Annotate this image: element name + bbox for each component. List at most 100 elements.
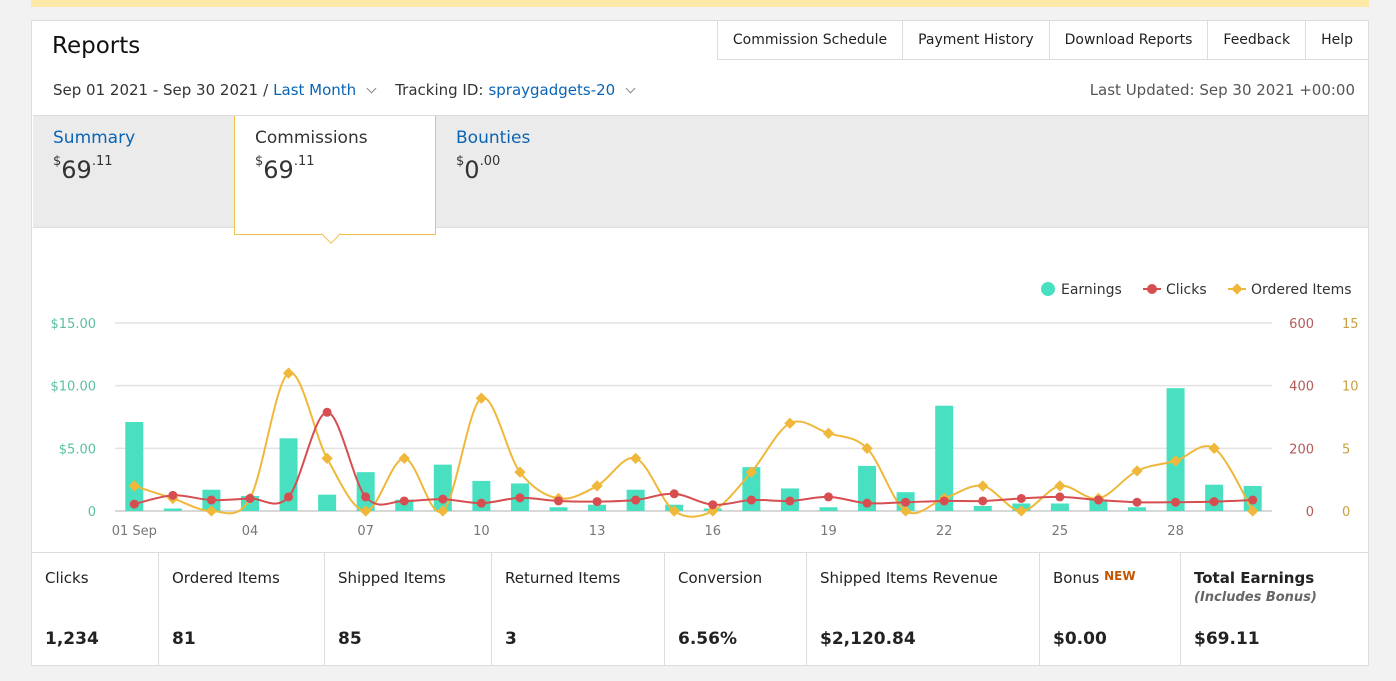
ordered-items-point <box>629 452 642 465</box>
y-right-ordered-tick-label: 0 <box>1342 505 1350 520</box>
metric-label: Returned Items <box>505 569 621 587</box>
legend-clicks-label: Clicks <box>1166 282 1207 298</box>
feedback-button[interactable]: Feedback <box>1208 21 1307 60</box>
ordered-items-point <box>899 505 912 517</box>
earnings-bar <box>318 494 337 511</box>
ordered-items-point <box>514 466 526 478</box>
x-tick-label: 28 <box>1167 524 1184 539</box>
x-tick-label: 04 <box>242 524 259 539</box>
earnings-bar <box>1128 507 1147 511</box>
metric-value: $0.00 <box>1053 629 1107 649</box>
ordered-items-point <box>977 480 989 492</box>
earnings-bar <box>163 508 182 511</box>
earnings-bar <box>858 465 877 511</box>
clicks-point <box>708 500 718 510</box>
payment-history-button[interactable]: Payment History <box>903 21 1050 60</box>
clicks-point <box>901 497 911 507</box>
clicks-point <box>245 493 255 503</box>
metric-value: $2,120.84 <box>820 629 916 649</box>
x-tick-label: 07 <box>357 524 374 539</box>
metric-label: Conversion <box>678 569 763 587</box>
period-dropdown[interactable]: Last Month <box>273 81 357 99</box>
metric-ordered-items: Ordered Items 81 <box>159 553 325 665</box>
metric-label: Bonus NEW <box>1053 569 1136 587</box>
metric-label: Ordered Items <box>172 569 280 587</box>
clicks-point <box>862 498 872 508</box>
chevron-down-icon[interactable] <box>366 83 377 94</box>
y-right-clicks-tick-label: 600 <box>1289 317 1314 332</box>
metric-value: 1,234 <box>45 629 99 649</box>
ordered-items-point <box>205 505 218 517</box>
tracking-id-dropdown[interactable]: spraygadgets-20 <box>488 81 616 99</box>
tab-commissions[interactable]: Commissions $69.11 <box>234 116 436 235</box>
clicks-point <box>1209 497 1219 507</box>
earnings-bar <box>1050 503 1069 511</box>
ordered-items-point <box>1054 480 1066 492</box>
top-nav: Commission Schedule Payment History Down… <box>716 21 1368 60</box>
clicks-point <box>322 407 332 417</box>
ordered-items-point <box>668 505 680 517</box>
earnings-bar <box>935 405 954 511</box>
ordered-items-point <box>128 480 140 492</box>
y-left-tick-label: $15.00 <box>51 317 97 332</box>
chevron-down-icon[interactable] <box>625 83 636 94</box>
metric-shipped-items: Shipped Items 85 <box>325 553 492 665</box>
y-right-clicks-tick-label: 400 <box>1289 380 1314 395</box>
clicks-point <box>554 496 564 506</box>
ordered-items-point <box>321 452 333 465</box>
clicks-point <box>1248 495 1258 505</box>
clicks-point <box>1132 497 1142 507</box>
clicks-point <box>746 495 756 505</box>
clicks-line <box>134 411 1253 506</box>
x-tick-label: 10 <box>473 524 490 539</box>
ordered-items-point <box>1131 465 1143 477</box>
metric-bonus: Bonus NEW $0.00 <box>1040 553 1181 665</box>
commission-schedule-button[interactable]: Commission Schedule <box>717 21 904 60</box>
ordered-items-point <box>784 417 796 429</box>
clicks-point <box>669 489 679 499</box>
earnings-bar <box>279 438 298 511</box>
ordered-items-point <box>475 392 488 404</box>
report-filters: Sep 01 2021 - Sep 30 2021 / Last Month T… <box>53 81 646 99</box>
legend-earnings-icon <box>1041 282 1055 296</box>
tab-label: Commissions <box>255 128 368 148</box>
ordered-items-point <box>861 442 873 454</box>
clicks-point <box>1016 493 1026 503</box>
ordered-items-point <box>1169 455 1182 467</box>
legend-ordered-label: Ordered Items <box>1251 282 1352 298</box>
x-tick-label: 19 <box>820 524 837 539</box>
clicks-point <box>399 496 409 506</box>
ordered-items-point <box>1208 442 1220 454</box>
metric-returned-items: Returned Items 3 <box>492 553 665 665</box>
clicks-point <box>206 495 216 505</box>
metric-value: 3 <box>505 629 517 649</box>
metric-value: $69.11 <box>1194 629 1260 649</box>
tracking-label: Tracking ID: <box>395 81 484 99</box>
metric-clicks: Clicks 1,234 <box>32 553 159 665</box>
clicks-point <box>1093 495 1103 505</box>
clicks-point <box>438 494 448 504</box>
earnings-bar <box>1089 499 1108 511</box>
metric-label: Shipped Items <box>338 569 446 587</box>
legend-clicks-icon <box>1147 284 1157 294</box>
ordered-items-point <box>745 466 758 478</box>
clicks-point <box>1055 492 1065 502</box>
clicks-point <box>823 492 833 502</box>
tab-bounties[interactable]: Bounties $0.00 <box>436 116 636 227</box>
notification-bar <box>31 0 1369 7</box>
new-badge: NEW <box>1104 569 1136 583</box>
metric-shipped-revenue: Shipped Items Revenue $2,120.84 <box>807 553 1040 665</box>
earnings-bar <box>549 507 568 511</box>
earnings-bar <box>588 504 607 511</box>
ordered-items-point <box>437 505 449 517</box>
tab-amount: $69.11 <box>255 154 315 184</box>
separator: / <box>263 81 269 99</box>
help-button[interactable]: Help <box>1306 21 1368 60</box>
ordered-items-point <box>398 452 410 465</box>
metric-conversion: Conversion 6.56% <box>665 553 807 665</box>
metric-value: 81 <box>172 629 196 649</box>
tab-summary[interactable]: Summary $69.11 <box>33 116 234 227</box>
x-tick-label: 16 <box>705 524 722 539</box>
tab-label: Summary <box>53 128 136 148</box>
download-reports-button[interactable]: Download Reports <box>1049 21 1209 60</box>
